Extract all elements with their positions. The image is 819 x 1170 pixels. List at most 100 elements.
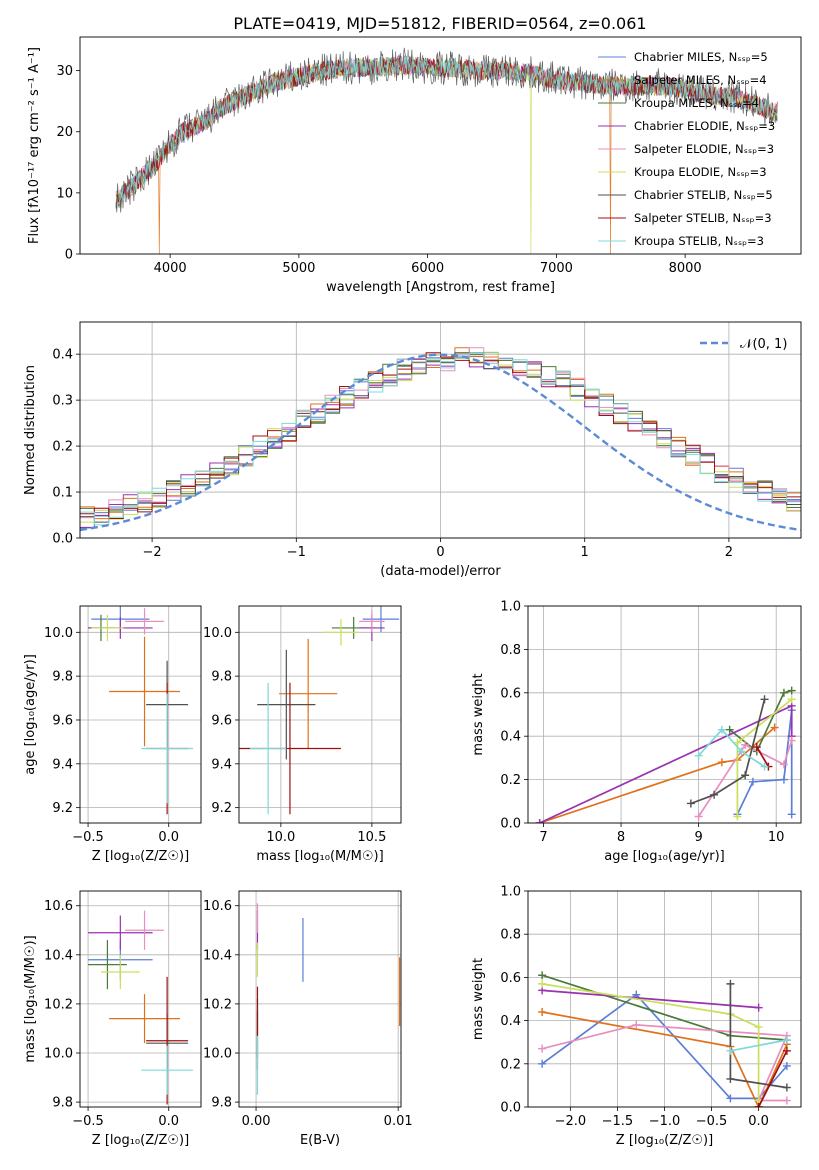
x-tick-label: 0.0 [158,1114,179,1129]
mass-weight-point [538,1007,547,1016]
y-tick-label: 9.8 [52,1096,73,1111]
x-tick-label: −0.5 [696,1114,728,1129]
mass-weight-series-line [690,699,766,805]
x-tick-label: 0.0 [748,1114,769,1129]
y-tick-label: 1.0 [500,885,521,900]
legend-label: Chabrier STELIB, Nₛₛₚ=5 [634,188,773,202]
plot-area [256,903,401,1095]
y-tick-label: 10.0 [203,626,232,641]
y-tick-label: 9.6 [211,713,232,728]
y-tick-label: 0.6 [500,686,521,701]
mass-weight-point [782,1096,791,1105]
mass-weight-point [770,723,779,732]
panel-residual-histogram: −2 −1 0 1 2 0.0 0.1 0.2 0.3 0.4 (data-model)/error… [23,321,802,579]
y-tick-label: 0.8 [500,643,521,658]
x-tick-label: 5000 [282,261,315,276]
y-tick-label: 9.6 [52,713,73,728]
spectrum-series-line [115,55,778,208]
mass-weight-point [538,1059,547,1068]
mass-weight-point [779,688,788,697]
x-tick-label: 10 [768,830,785,845]
mass-weight-series-line [697,728,765,768]
x-tick-label: −1.5 [602,1114,634,1129]
x-axis-label: age [log₁₀(age/yr)] [604,849,725,864]
panel-age-vs-Z: −0.5 0.0 9.2 9.4 9.6 9.8 10.0 Z [log₁₀(Z/Z☉)] ag… [23,605,202,864]
y-axis-label: Flux [fλ10⁻¹⁷ erg cm⁻² s⁻¹ A⁻¹] [27,47,42,244]
axes-frame [527,890,802,1108]
panel-mass-vs-EBV: 0.00 0.01 9.8 10.0 10.2 10.4 10.6 E(B-V) [203,890,413,1148]
mass-weight-series-line [541,1011,788,1107]
legend-label: Kroupa MILES, Nₛₛₚ=4 [634,96,759,110]
x-tick-label: 0.0 [158,830,179,845]
mass-weight-series-line [756,746,770,768]
mass-weight-point [733,738,742,747]
y-tick-label: 0.6 [500,971,521,986]
y-tick-label: 9.8 [211,1096,232,1111]
mass-weight-point [726,979,735,988]
x-tick-label: −1 [287,545,306,560]
y-tick-label: 0.8 [500,928,521,943]
legend-label: Kroupa STELIB, Nₛₛₚ=3 [634,234,764,248]
mass-weight-point [726,1094,735,1103]
legend-label: Chabrier ELODIE, Nₛₛₚ=3 [634,119,775,133]
x-tick-label: 0.00 [242,1114,271,1129]
y-tick-label: 20 [56,125,73,140]
y-tick-label: 10.0 [203,1047,232,1062]
x-axis-label: Z [log₁₀(Z/Z☉)] [92,849,189,864]
mass-weight-point [787,736,796,745]
mass-weight-point [748,777,757,786]
mass-weight-point [535,819,544,823]
mass-weight-point [726,1074,735,1083]
mass-weight-point [694,812,703,821]
axes-frame [79,36,802,255]
axes-frame [79,890,202,1108]
x-tick-label: −2.0 [555,1114,587,1129]
panel-mass-weight-vs-Z: −2.0 −1.5 −1.0 −0.5 0.0 0.0 0.2 0.4 0.6 0.8 1.0 Z [… [471,885,802,1148]
plot-area [88,910,193,1105]
normal-reference-curve [80,353,801,532]
y-tick-label: 0.3 [52,394,73,409]
mass-weight-point [754,1103,763,1107]
y-tick-label: 10.2 [203,997,232,1012]
y-tick-label: 0.4 [500,1014,521,1029]
x-axis-label: Z [log₁₀(Z/Z☉)] [92,1133,189,1148]
mass-weight-point [760,762,769,771]
axes-frame [79,321,802,539]
y-tick-label: 0.1 [52,486,73,501]
x-tick-label: 2 [725,545,733,560]
mass-weight-point [760,695,769,704]
plot-area [535,686,796,823]
x-tick-label: −0.5 [72,830,104,845]
panel-mass-weight-vs-age: 7 8 9 10 0.0 0.2 0.4 0.6 0.8 1.0 age [log₁₀(age/yr… [471,600,802,864]
y-tick-label: 0.4 [500,730,521,745]
x-tick-label: 9 [694,830,702,845]
x-axis-label: mass [log₁₀(M/M☉)] [256,849,383,864]
mass-weight-point [717,758,726,767]
mass-weight-series-line [697,740,793,817]
mass-weight-point [787,695,796,704]
mass-weight-point [752,743,761,752]
panel-mass-vs-Z: −0.5 0.0 9.8 10.0 10.2 10.4 10.6 Z [log₁₀(Z/Z☉)… [23,890,202,1148]
y-tick-label: 0.0 [52,532,73,547]
figure-title: PLATE=0419, MJD=51812, FIBERID=0564, z=0… [233,14,646,33]
mass-weight-point [741,771,750,780]
mass-weight-series-line [730,1039,788,1052]
y-tick-label: 0.2 [500,1057,521,1072]
mass-weight-point [733,812,742,821]
mass-weight-point [741,740,750,749]
y-tick-label: 0.0 [500,1101,521,1116]
y-tick-label: 0 [65,248,73,263]
mass-weight-point [538,979,547,988]
y-tick-label: 10.4 [44,948,73,963]
x-tick-label: −2 [143,545,162,560]
x-tick-label: 6000 [411,261,444,276]
mass-weight-point [782,1046,791,1055]
plot-area [115,47,778,254]
x-tick-label: 10.0 [266,830,295,845]
x-tick-label: 4000 [154,261,187,276]
plot-area [538,971,791,1107]
mass-weight-point [787,810,796,819]
x-tick-label: 0 [436,545,444,560]
mass-weight-point [538,971,547,980]
y-axis-label: mass weight [471,673,486,755]
